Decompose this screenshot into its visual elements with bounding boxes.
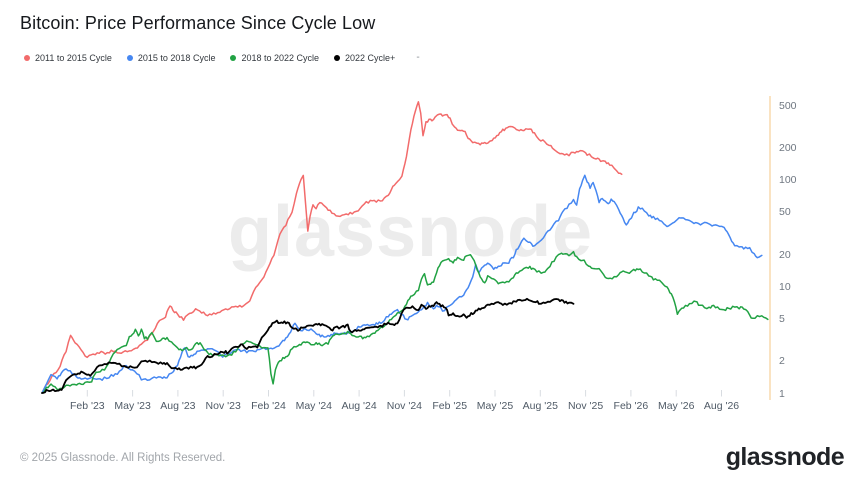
x-axis-tick-label: May '24 bbox=[295, 400, 333, 412]
x-axis-tick-label: Aug '26 bbox=[703, 400, 740, 412]
x-axis-tick-label: Aug '25 bbox=[522, 400, 558, 412]
x-axis-tick-label: Nov '24 bbox=[386, 400, 423, 412]
x-axis-tick-label: May '26 bbox=[657, 400, 695, 412]
y-axis-tick-label: 2 bbox=[779, 355, 785, 368]
x-axis-tick-label: Feb '24 bbox=[251, 400, 286, 412]
y-axis-tick-label: 10 bbox=[779, 280, 791, 293]
x-axis-tick-label: Aug '23 bbox=[160, 400, 196, 412]
y-axis-tick-label: 1 bbox=[779, 387, 785, 400]
legend-item-label: 2022 Cycle+ bbox=[345, 52, 396, 63]
y-axis-tick-label: 500 bbox=[779, 99, 797, 112]
series-line-2015-to-2018-cycle bbox=[41, 174, 763, 394]
x-axis-tick-label: Feb '26 bbox=[613, 400, 649, 412]
y-axis-tick-label: 200 bbox=[779, 142, 797, 154]
x-axis-tick-label: Aug '24 bbox=[341, 400, 377, 412]
x-axis-tick-label: Feb '25 bbox=[432, 400, 468, 412]
series-line-2011-to-2015-cycle bbox=[41, 101, 623, 394]
y-axis-tick-label: 100 bbox=[779, 174, 797, 187]
page-title: Bitcoin: Price Performance Since Cycle L… bbox=[20, 13, 376, 33]
x-axis-tick-label: May '25 bbox=[476, 400, 514, 412]
glassnode-watermark: glassnode bbox=[228, 192, 594, 272]
legend-dot-icon bbox=[126, 54, 133, 61]
x-axis-tick-label: May '23 bbox=[114, 400, 151, 412]
chart-legend: 2011 to 2015 Cycle 2015 to 2018 Cycle 2018… bbox=[24, 52, 420, 63]
legend-dot-icon bbox=[24, 54, 30, 61]
legend-item-2015-to-2018-cycle[interactable]: 2015 to 2018 Cycle bbox=[126, 52, 216, 63]
legend-item-2018-to-2022-cycle[interactable]: 2018 to 2022 Cycle bbox=[230, 53, 319, 63]
x-axis-tick-label: Nov '23 bbox=[205, 400, 241, 412]
y-axis-tick-label: 20 bbox=[779, 248, 791, 261]
legend-item-2011-to-2015-cycle[interactable]: 2011 to 2015 Cycle bbox=[24, 53, 112, 63]
copyright-text: © 2025 Glassnode. All Rights Reserved. bbox=[20, 452, 226, 464]
x-axis-tick-label: Nov '25 bbox=[567, 400, 604, 412]
legend-dot-icon bbox=[230, 54, 237, 61]
glassnode-logo: glassnode bbox=[725, 443, 845, 471]
legend-item-label: 2015 to 2018 Cycle bbox=[137, 52, 216, 63]
legend-item-label: 2011 to 2015 Cycle bbox=[35, 52, 112, 63]
y-axis-tick-label: 5 bbox=[779, 312, 785, 325]
legend-dash: - bbox=[416, 52, 420, 63]
x-axis-tick-label: Feb '23 bbox=[69, 400, 105, 412]
series-line-2022-cycle bbox=[41, 297, 575, 394]
legend-dot-icon bbox=[334, 54, 341, 61]
series-line-2018-to-2022-cycle bbox=[41, 250, 769, 394]
legend-item-2022-cycle[interactable]: 2022 Cycle+ bbox=[334, 53, 395, 63]
y-axis-tick-label: 50 bbox=[779, 206, 791, 219]
legend-item-label: 2018 to 2022 Cycle bbox=[241, 52, 320, 63]
